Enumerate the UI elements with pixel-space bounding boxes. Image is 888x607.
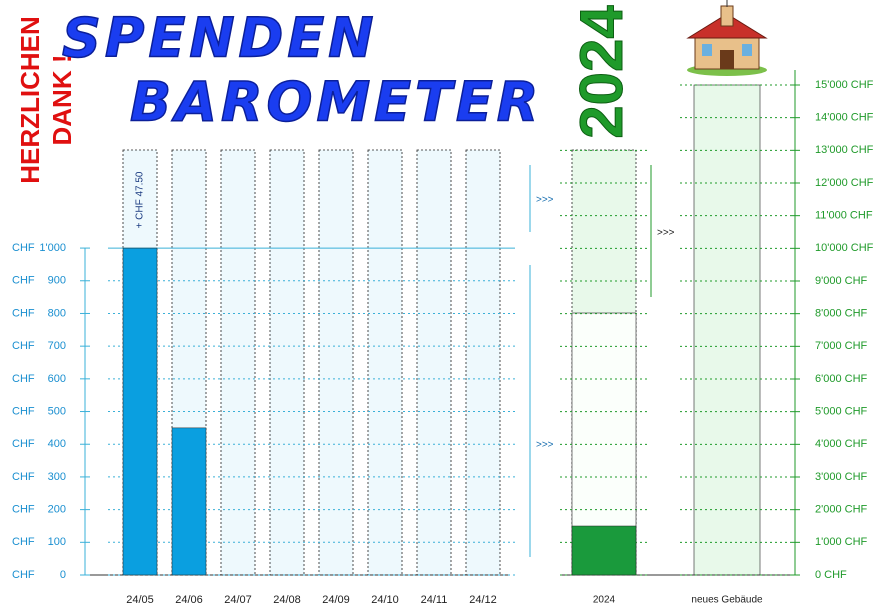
y-tick-label: 500 bbox=[48, 405, 66, 417]
y-tick-label: 600 bbox=[48, 373, 66, 385]
y-tick-label: 5'000 CHF bbox=[815, 406, 868, 418]
y-tick-label: 6'000 CHF bbox=[815, 373, 868, 385]
column-box bbox=[270, 150, 304, 575]
y-tick-label: 700 bbox=[48, 340, 66, 352]
year-title: 2024 bbox=[568, 5, 635, 139]
y-tick-label: 11'000 CHF bbox=[815, 210, 873, 222]
annotation: + CHF 47.50 bbox=[135, 171, 146, 228]
y-tick-label: 300 bbox=[48, 471, 66, 483]
y-tick-label: 800 bbox=[48, 307, 66, 319]
y-tick-unit: CHF bbox=[12, 340, 35, 352]
x-tick-label: 24/11 bbox=[421, 594, 448, 606]
y-tick-unit: CHF bbox=[12, 307, 35, 319]
y-tick-label: 400 bbox=[48, 438, 66, 450]
column-box bbox=[466, 150, 500, 575]
column-box bbox=[368, 150, 402, 575]
y-tick-unit: CHF bbox=[12, 536, 35, 548]
y-tick-label: 0 CHF bbox=[815, 569, 847, 581]
connector: >>> bbox=[536, 195, 554, 206]
x-tick-label: 24/08 bbox=[273, 594, 301, 606]
column-box bbox=[417, 150, 451, 575]
x-tick-label: 24/12 bbox=[469, 594, 497, 606]
y-tick-label: 2'000 CHF bbox=[815, 504, 868, 516]
y-tick-label: 100 bbox=[48, 536, 66, 548]
connector: >>> bbox=[657, 228, 675, 239]
y-tick-label: 12'000 CHF bbox=[815, 177, 874, 189]
x-tick-label: 24/10 bbox=[371, 594, 399, 606]
y-tick-label: 0 bbox=[60, 569, 66, 581]
y-tick-unit: CHF bbox=[12, 373, 35, 385]
column-box bbox=[221, 150, 255, 575]
y-tick-unit: CHF bbox=[12, 504, 35, 516]
y-tick-label: 4'000 CHF bbox=[815, 438, 868, 450]
y-tick-label: 900 bbox=[48, 275, 66, 287]
y-tick-label: 8'000 CHF bbox=[815, 308, 868, 320]
bar bbox=[172, 428, 206, 575]
y-tick-label: 9'000 CHF bbox=[815, 275, 868, 287]
thanks-line2: DANK ! bbox=[47, 55, 77, 146]
x-tick-label: 24/05 bbox=[126, 594, 154, 606]
y-tick-unit: CHF bbox=[12, 438, 35, 450]
y-tick-unit: CHF bbox=[12, 569, 35, 581]
bar bbox=[572, 526, 636, 575]
y-tick-unit: CHF bbox=[12, 275, 35, 287]
y-tick-unit: CHF bbox=[12, 242, 35, 254]
y-tick-label: 10'000 CHF bbox=[815, 242, 874, 254]
x-tick-label: 2024 bbox=[593, 595, 616, 606]
thanks-line1: HERZLICHEN bbox=[15, 16, 45, 184]
connector: >>> bbox=[536, 440, 554, 451]
y-tick-unit: CHF bbox=[12, 471, 35, 483]
church-icon bbox=[687, 0, 767, 76]
y-tick-unit: CHF bbox=[12, 405, 35, 417]
y-tick-label: 14'000 CHF bbox=[815, 112, 874, 124]
chart: SPENDEN BAROMETER HERZLICHEN DANK ! 2024… bbox=[0, 0, 888, 607]
title-line1: SPENDEN bbox=[62, 7, 377, 70]
title-line2: BAROMETER bbox=[130, 71, 542, 134]
y-tick-label: 1'000 CHF bbox=[815, 536, 868, 548]
y-tick-label: 1'000 bbox=[39, 242, 66, 254]
x-tick-label: 24/09 bbox=[322, 594, 350, 606]
y-tick-label: 200 bbox=[48, 504, 66, 516]
column-box bbox=[319, 150, 353, 575]
x-tick-label: 24/07 bbox=[224, 594, 252, 606]
y-tick-label: 3'000 CHF bbox=[815, 471, 868, 483]
x-tick-label: neues Gebäude bbox=[691, 595, 763, 606]
x-tick-label: 24/06 bbox=[175, 594, 203, 606]
y-tick-label: 7'000 CHF bbox=[815, 340, 868, 352]
column-box bbox=[694, 85, 760, 575]
y-tick-label: 13'000 CHF bbox=[815, 144, 874, 156]
bar bbox=[123, 248, 157, 575]
y-tick-label: 15'000 CHF bbox=[815, 79, 874, 91]
